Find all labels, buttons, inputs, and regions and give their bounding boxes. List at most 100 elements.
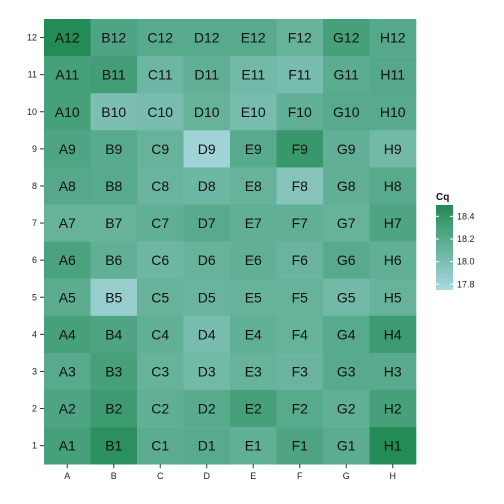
heatmap-cell-H12 <box>369 19 417 57</box>
heatmap-cell-G11 <box>323 56 370 94</box>
cell-label-B4: B4 <box>105 326 122 342</box>
heatmap-cell-A8 <box>44 167 91 205</box>
cell-label-E10: E10 <box>241 104 266 120</box>
cell-label-B8: B8 <box>105 178 122 194</box>
cell-label-G6: G6 <box>337 252 356 268</box>
heatmap-cell-F8 <box>276 167 324 205</box>
heatmap-cell-E1 <box>230 427 277 465</box>
heatmap-cell-D1 <box>183 427 231 465</box>
legend-tick-label-1: 18.2 <box>457 234 475 244</box>
cell-label-B6: B6 <box>105 252 122 268</box>
heatmap-cell-C10 <box>137 93 184 131</box>
cell-label-C8: C8 <box>151 178 169 194</box>
cell-label-D3: D3 <box>198 363 216 379</box>
cell-label-B12: B12 <box>101 30 126 46</box>
legend-tick-label-2: 18.0 <box>457 257 475 267</box>
y-tick-label-1: 1 <box>32 441 37 451</box>
heatmap-cell-A3 <box>44 352 91 391</box>
heatmap-cell-G12 <box>323 19 370 57</box>
heatmap-cell-E6 <box>230 241 277 279</box>
cell-label-C6: C6 <box>151 252 169 268</box>
cell-label-A4: A4 <box>59 326 76 342</box>
cell-label-G11: G11 <box>334 67 360 83</box>
cell-label-G8: G8 <box>337 178 356 194</box>
cell-label-H11: H11 <box>380 67 405 83</box>
cell-label-B2: B2 <box>105 401 122 417</box>
legend: Cq 18.4 18.2 18.0 17.8 <box>436 192 475 290</box>
heatmap-cell-F3 <box>276 352 324 391</box>
heatmap-cell-B11 <box>90 56 138 94</box>
heatmap-cell-A7 <box>44 204 91 242</box>
cell-label-G3: G3 <box>337 363 356 379</box>
cell-label-B7: B7 <box>105 215 122 231</box>
x-tick-label-G: G <box>343 471 350 481</box>
cell-label-H10: H10 <box>380 104 406 120</box>
heatmap-cell-H10 <box>369 93 417 131</box>
heatmap-cell-B7 <box>90 204 138 242</box>
cell-label-E8: E8 <box>245 178 262 194</box>
cell-label-D8: D8 <box>198 178 216 194</box>
heatmap-cell-B3 <box>90 352 138 391</box>
heatmap-cell-B2 <box>90 390 138 428</box>
cell-label-D6: D6 <box>198 252 216 268</box>
cell-label-H6: H6 <box>384 252 402 268</box>
cell-label-F4: F4 <box>292 326 309 342</box>
cell-label-G5: G5 <box>337 289 356 305</box>
cell-label-E12: E12 <box>241 30 266 46</box>
cell-label-C7: C7 <box>151 215 169 231</box>
heatmap-cell-H4 <box>369 315 417 354</box>
cell-label-A11: A11 <box>55 67 79 83</box>
heatmap-cell-B1 <box>90 427 138 465</box>
heatmap-cell-E5 <box>230 278 277 317</box>
heatmap-cell-C5 <box>137 278 184 317</box>
x-tick-label-A: A <box>64 471 70 481</box>
cell-label-A7: A7 <box>59 215 76 231</box>
heatmap-cell-D4 <box>183 315 231 354</box>
cell-label-D12: D12 <box>194 30 220 46</box>
heatmap-cell-G8 <box>323 167 370 205</box>
heatmap-cell-E9 <box>230 130 277 168</box>
heatmap-cell-B10 <box>90 93 138 131</box>
cell-label-E6: E6 <box>245 252 262 268</box>
cell-label-A8: A8 <box>59 178 76 194</box>
heatmap-cell-A1 <box>44 427 91 465</box>
heatmap-cell-A10 <box>44 93 91 131</box>
heatmap-cell-D8 <box>183 167 231 205</box>
heatmap-cell-A9 <box>44 130 91 168</box>
cell-label-B5: B5 <box>105 289 122 305</box>
heatmap-cell-F6 <box>276 241 324 279</box>
heatmap-cell-C4 <box>137 315 184 354</box>
heatmap-cell-H1 <box>369 427 417 465</box>
heatmap-cell-H6 <box>369 241 417 279</box>
cell-label-F2: F2 <box>292 401 309 417</box>
cell-label-D2: D2 <box>198 401 216 417</box>
heatmap-cell-F12 <box>276 19 324 57</box>
heatmap-cell-H5 <box>369 278 417 317</box>
cell-label-B10: B10 <box>101 104 126 120</box>
cell-label-B9: B9 <box>105 141 122 157</box>
heatmap-cell-G10 <box>323 93 370 131</box>
cell-label-D7: D7 <box>198 215 216 231</box>
cell-label-G10: G10 <box>333 104 360 120</box>
cell-label-D4: D4 <box>198 326 216 342</box>
cell-label-G9: G9 <box>337 141 356 157</box>
heatmap-cell-C9 <box>137 130 184 168</box>
cell-label-F9: F9 <box>292 141 309 157</box>
cell-label-C9: C9 <box>151 141 169 157</box>
cell-label-G4: G4 <box>337 326 356 342</box>
cell-label-H8: H8 <box>384 178 402 194</box>
heatmap-cell-F1 <box>276 427 324 465</box>
cell-label-A5: A5 <box>59 289 76 305</box>
x-tick-label-B: B <box>111 471 117 481</box>
cell-label-C1: C1 <box>151 438 169 454</box>
heatmap-cell-H3 <box>369 352 417 391</box>
cell-label-C11: C11 <box>148 67 173 83</box>
y-tick-label-4: 4 <box>32 329 37 339</box>
cell-label-B11: B11 <box>102 67 126 83</box>
legend-tick-label-0: 18.4 <box>457 211 475 221</box>
heatmap-cell-D11 <box>183 56 231 94</box>
heatmap-cell-A5 <box>44 278 91 317</box>
cell-label-E5: E5 <box>245 289 262 305</box>
y-tick-label-2: 2 <box>32 404 37 414</box>
heatmap-cell-E12 <box>230 19 277 57</box>
